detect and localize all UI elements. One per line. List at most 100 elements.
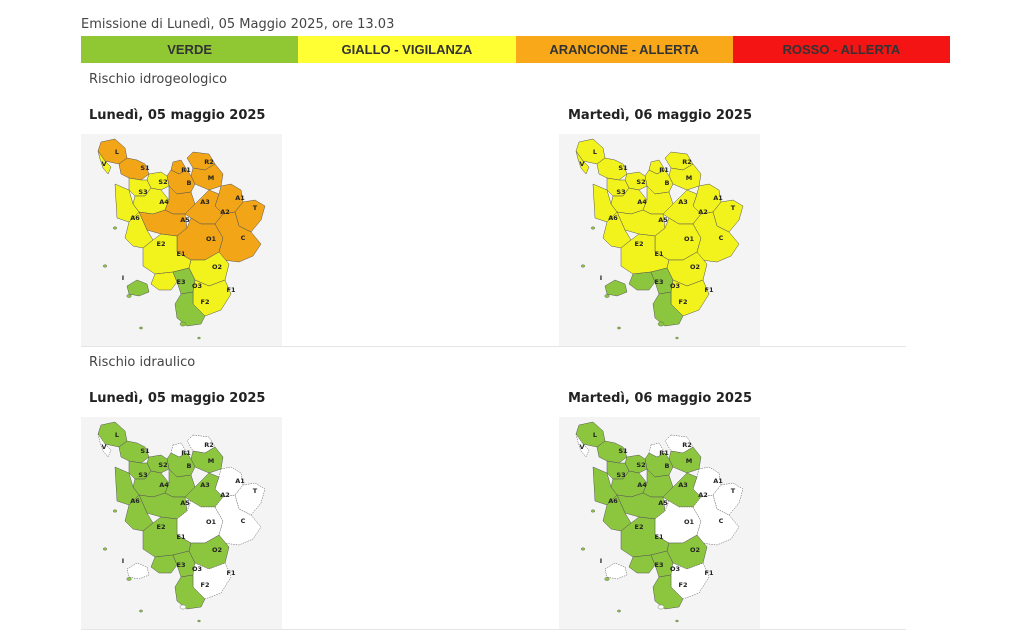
zone-i: [604, 562, 628, 580]
island: [581, 547, 586, 551]
zone-label-b: B: [665, 179, 670, 187]
zone-label-a5: A5: [180, 216, 190, 224]
zone-label-s3: S3: [616, 188, 625, 196]
zone-e3: [628, 554, 656, 574]
island: [103, 547, 108, 551]
island: [591, 226, 596, 230]
day-title: Lunedì, 05 maggio 2025: [89, 108, 266, 123]
zone-label-s3: S3: [138, 471, 147, 479]
zone-label-c: C: [719, 517, 724, 525]
zone-f2: [174, 574, 206, 610]
zone-label-o1: O1: [684, 518, 695, 526]
island: [197, 619, 201, 623]
zone-label-a6: A6: [608, 214, 618, 222]
island: [657, 321, 665, 327]
zone-label-t: T: [253, 204, 258, 212]
island: [197, 336, 201, 340]
zone-label-r1: R1: [659, 166, 669, 174]
zone-c: [214, 494, 262, 546]
island: [126, 577, 132, 581]
zone-label-s2: S2: [158, 178, 167, 186]
zone-label-v: V: [579, 160, 584, 168]
zone-label-a4: A4: [159, 198, 169, 206]
zone-label-a3: A3: [200, 481, 210, 489]
zone-label-a3: A3: [200, 198, 210, 206]
zone-label-e1: E1: [177, 533, 186, 541]
zone-c: [692, 494, 740, 546]
zone-label-r2: R2: [204, 441, 214, 449]
zone-label-m: M: [208, 457, 214, 465]
zone-label-e3: E3: [177, 561, 186, 569]
island: [617, 609, 621, 613]
zone-v: [575, 433, 590, 458]
island: [604, 577, 610, 581]
zone-label-e2: E2: [157, 240, 166, 248]
island: [604, 294, 610, 298]
day-title: Lunedì, 05 maggio 2025: [89, 391, 266, 406]
island: [139, 326, 143, 330]
tuscany-map: L V S1 R1 R2 M B S2 S3 A4 A3 A1 A2 T A6 A5 O1 C E2 E1 O2 I E3 O…: [97, 138, 266, 340]
alert-legend: VERDE GIALLO - VIGILANZA ARANCIONE - ALL…: [81, 36, 950, 63]
section-title-idraulico: Rischio idraulico: [89, 355, 196, 370]
zone-label-c: C: [241, 517, 246, 525]
zone-f2: [652, 574, 684, 610]
zone-i: [126, 562, 150, 580]
legend-rosso: ROSSO - ALLERTA: [732, 36, 950, 63]
zone-label-i: I: [122, 557, 124, 565]
zone-label-v: V: [579, 443, 584, 451]
zone-label-f1: F1: [227, 286, 236, 294]
island: [581, 264, 586, 268]
zone-label-a6: A6: [130, 214, 140, 222]
zone-label-a3: A3: [678, 198, 688, 206]
zone-label-o2: O2: [690, 546, 700, 554]
zone-f2: [652, 291, 684, 327]
zone-a5: [138, 492, 188, 520]
zone-c: [214, 211, 262, 263]
zone-label-o3: O3: [670, 282, 680, 290]
emission-timestamp: Emissione di Lunedì, 05 Maggio 2025, ore…: [81, 17, 395, 32]
zone-f2: [174, 291, 206, 327]
zone-label-v: V: [101, 160, 106, 168]
legend-giallo: GIALLO - VIGILANZA: [298, 36, 516, 63]
zone-label-r2: R2: [682, 158, 692, 166]
zone-e3: [628, 271, 656, 291]
zone-label-r2: R2: [682, 441, 692, 449]
zone-label-a5: A5: [180, 499, 190, 507]
zone-v: [97, 150, 112, 175]
zone-label-l: L: [593, 431, 597, 439]
zone-label-l: L: [593, 148, 597, 156]
zone-label-s1: S1: [140, 447, 150, 455]
island: [179, 321, 187, 327]
zone-label-r1: R1: [181, 449, 191, 457]
zone-label-e1: E1: [655, 533, 664, 541]
zone-label-m: M: [686, 457, 692, 465]
zone-label-e1: E1: [177, 250, 186, 258]
zone-label-i: I: [122, 274, 124, 282]
zone-label-b: B: [187, 462, 192, 470]
zone-label-a5: A5: [658, 216, 668, 224]
map-idraulico-day2: L V S1 R1 R2 M B S2 S3 A4 A3 A1 A2 T A6 A5 O1 C E2 E1 O2 I E3 O…: [559, 417, 760, 629]
zone-label-e2: E2: [635, 240, 644, 248]
zone-label-e3: E3: [177, 278, 186, 286]
zone-label-e3: E3: [655, 278, 664, 286]
zone-v: [97, 433, 112, 458]
zone-a5: [616, 209, 666, 237]
zone-label-l: L: [115, 431, 119, 439]
zone-label-a6: A6: [130, 497, 140, 505]
zone-label-f2: F2: [679, 298, 688, 306]
zone-a5: [138, 209, 188, 237]
zone-label-c: C: [241, 234, 246, 242]
island: [103, 264, 108, 268]
island: [591, 509, 596, 513]
zone-label-o3: O3: [670, 565, 680, 573]
zone-i: [126, 279, 150, 297]
zone-label-f1: F1: [705, 569, 714, 577]
island: [617, 326, 621, 330]
zone-label-s3: S3: [616, 471, 625, 479]
zone-v: [575, 150, 590, 175]
zone-label-v: V: [101, 443, 106, 451]
zone-label-t: T: [731, 487, 736, 495]
zone-label-o3: O3: [192, 565, 202, 573]
zone-label-s2: S2: [636, 461, 645, 469]
zone-t: [234, 482, 266, 516]
